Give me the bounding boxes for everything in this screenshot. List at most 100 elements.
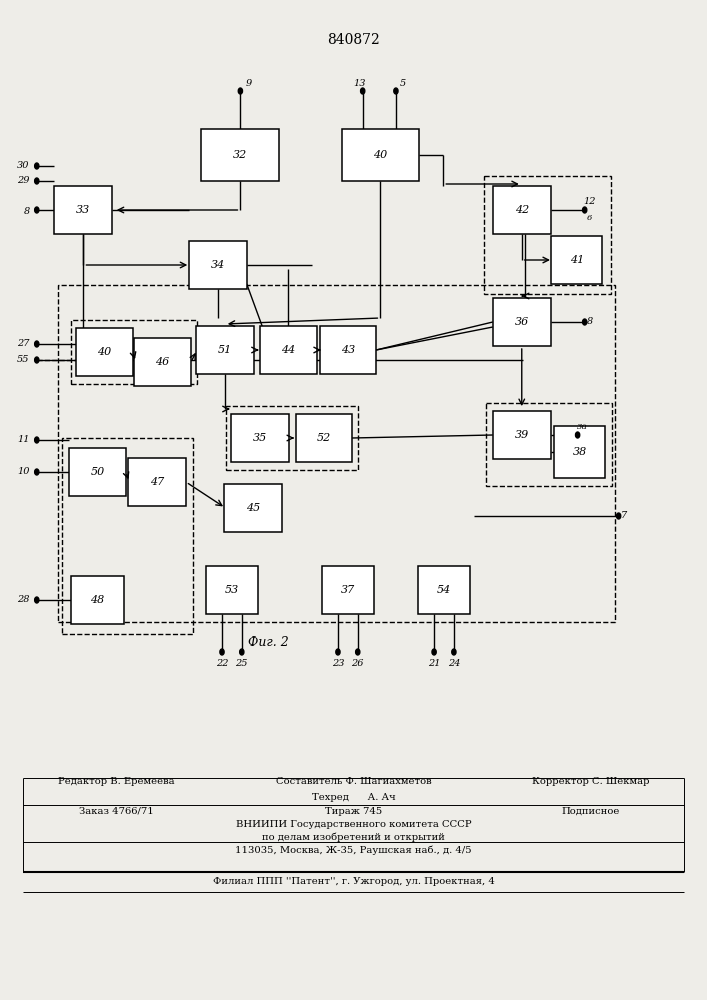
Bar [196,326,254,374]
Bar [484,176,611,294]
Text: 47: 47 [150,477,164,487]
Bar [486,403,612,486]
Bar [322,566,374,614]
Circle shape [35,437,39,443]
Text: 48: 48 [90,595,105,605]
Bar [260,326,317,374]
Text: 3й: 3й [576,423,588,431]
Text: 113035, Москва, Ж-35, Раушская наб., д. 4/5: 113035, Москва, Ж-35, Раушская наб., д. … [235,846,472,855]
Bar [226,406,358,470]
Text: Техред      А. Ач: Техред А. Ач [312,793,395,802]
Bar [224,484,282,532]
Text: 42: 42 [515,205,529,215]
Circle shape [432,649,436,655]
Text: 23: 23 [332,660,344,669]
Text: 25: 25 [235,660,248,669]
Circle shape [356,649,360,655]
Text: 30: 30 [17,161,30,170]
Circle shape [583,319,587,325]
Text: 40: 40 [98,347,112,357]
Bar [296,414,352,462]
Circle shape [617,513,621,519]
Text: Составитель Ф. Шагиахметов: Составитель Ф. Шагиахметов [276,777,431,786]
Text: 26: 26 [351,660,364,669]
Text: 12: 12 [583,198,596,207]
Text: 52: 52 [317,433,331,443]
Text: 43: 43 [341,345,355,355]
Bar [71,576,124,624]
Text: Корректор С. Шекмар: Корректор С. Шекмар [532,777,649,786]
Text: 5: 5 [400,79,406,88]
Text: 32: 32 [233,150,247,160]
Text: по делам изобретений и открытий: по делам изобретений и открытий [262,833,445,842]
Bar [231,414,289,462]
Text: 8: 8 [23,208,30,217]
Text: 29: 29 [17,176,30,185]
Circle shape [394,88,398,94]
Text: 51: 51 [218,345,232,355]
Bar [54,186,112,234]
Circle shape [361,88,365,94]
Text: 54: 54 [437,585,451,595]
Bar [201,129,279,181]
Bar [493,298,551,346]
Circle shape [35,178,39,184]
Bar [554,426,605,478]
Text: 24: 24 [448,660,460,669]
Text: 11: 11 [17,436,30,444]
Bar [493,186,551,234]
Text: 35: 35 [253,433,267,443]
Circle shape [220,649,224,655]
Text: 33: 33 [76,205,90,215]
Text: Тираж 745: Тираж 745 [325,807,382,816]
Circle shape [240,649,244,655]
Circle shape [35,163,39,169]
Text: 7: 7 [621,512,626,520]
Text: 41: 41 [570,255,584,265]
Text: 50: 50 [90,467,105,477]
Bar [71,320,197,384]
Text: 840872: 840872 [327,33,380,47]
Bar [69,448,126,496]
Text: 10: 10 [17,468,30,477]
Circle shape [35,597,39,603]
Bar [58,285,615,622]
Bar [206,566,258,614]
Circle shape [583,207,587,213]
Bar [76,328,133,376]
Text: 45: 45 [246,503,260,513]
Text: 28: 28 [17,595,30,604]
Text: 27: 27 [17,340,30,349]
Circle shape [575,432,580,438]
Bar [134,338,191,386]
Bar [189,241,247,289]
Text: ВНИИПИ Государственного комитета СССР: ВНИИПИ Государственного комитета СССР [235,820,472,829]
Text: 22: 22 [216,660,228,669]
Bar [62,438,193,634]
Text: 36: 36 [515,317,529,327]
Bar [493,411,551,459]
Circle shape [452,649,456,655]
Bar [418,566,470,614]
Text: 21: 21 [428,660,440,669]
Text: 53: 53 [225,585,239,595]
Circle shape [35,469,39,475]
Circle shape [336,649,340,655]
Text: 9: 9 [246,79,252,88]
Text: Заказ 4766/71: Заказ 4766/71 [79,807,154,816]
Text: 39: 39 [515,430,529,440]
Bar [128,458,186,506]
Text: 37: 37 [341,585,355,595]
Text: Подписное: Подписное [561,807,619,816]
Circle shape [35,341,39,347]
Text: 8: 8 [587,318,592,326]
Text: Филиал ППП ''Патент'', г. Ужгород, ул. Проектная, 4: Филиал ППП ''Патент'', г. Ужгород, ул. П… [213,878,494,886]
Circle shape [35,207,39,213]
Text: 46: 46 [156,357,170,367]
Circle shape [35,357,39,363]
Circle shape [238,88,243,94]
Text: 40: 40 [373,150,387,160]
Text: 38: 38 [573,447,587,457]
Text: 44: 44 [281,345,296,355]
Text: 34: 34 [211,260,225,270]
